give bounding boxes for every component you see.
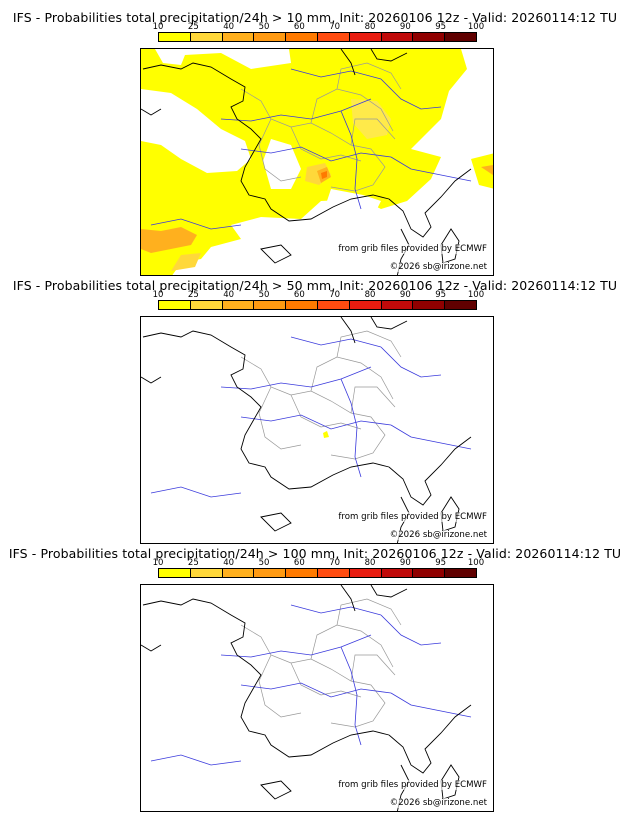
borders: [240, 62, 402, 192]
colorbar-tick-label: 90: [399, 558, 411, 568]
colorbar-segment: [159, 33, 191, 41]
borders: [240, 330, 402, 460]
colorbar-segment: [413, 569, 446, 577]
map-panel-10mm: IFS - Probabilities total precipitation/…: [0, 10, 630, 280]
precipitation-map: from grib files provided by ECMWF ©2026 …: [140, 584, 494, 812]
colorbar-segment: [190, 33, 223, 41]
colorbar-tick-label: 40: [223, 290, 235, 300]
credit-source: from grib files provided by ECMWF: [338, 244, 487, 254]
colorbar-segment: [413, 33, 446, 41]
precipitation-overlay: [141, 49, 493, 275]
colorbar-tick-label: 80: [364, 558, 376, 568]
colorbar-segment: [286, 301, 318, 309]
colorbar-segment: [190, 301, 223, 309]
colorbar-segment: [254, 301, 287, 309]
precipitation-map: from grib files provided by ECMWF ©2026 …: [140, 316, 494, 544]
rivers: [150, 68, 472, 230]
map-panel-100mm: IFS - Probabilities total precipitation/…: [0, 546, 630, 816]
colorbar-segment: [222, 569, 255, 577]
colorbar-tick-label: 95: [435, 558, 447, 568]
colorbar: [158, 300, 477, 310]
colorbar-tick-label: 90: [399, 22, 411, 32]
credit-copyright: ©2026 sb@irizone.net: [389, 798, 487, 808]
precipitation-overlay: [323, 431, 329, 438]
panel-title: IFS - Probabilities total precipitation/…: [12, 10, 618, 25]
panel-title: IFS - Probabilities total precipitation/…: [8, 546, 622, 561]
precipitation-map: from grib files provided by ECMWF ©2026 …: [140, 48, 494, 276]
colorbar-tick-label: 50: [258, 558, 270, 568]
colorbar-segment: [159, 569, 191, 577]
colorbar-tick-label: 50: [258, 22, 270, 32]
colorbar-tick-label: 40: [223, 22, 235, 32]
colorbar-tick-label: 80: [364, 22, 376, 32]
map-svg: [141, 49, 493, 275]
colorbar-segment: [159, 301, 191, 309]
rivers: [150, 604, 472, 766]
credit-source: from grib files provided by ECMWF: [338, 512, 487, 522]
colorbar-tick-label: 90: [399, 290, 411, 300]
borders: [240, 598, 402, 728]
colorbar-labels: 10 25 40 50 60 70 80 90 95 100: [153, 290, 485, 300]
map-svg: [141, 585, 472, 811]
colorbar-segment: [349, 569, 382, 577]
colorbar-segment: [317, 569, 350, 577]
colorbar-tick-label: 25: [187, 558, 199, 568]
colorbar-segment: [254, 569, 287, 577]
colorbar-segment: [286, 569, 318, 577]
credit-copyright: ©2026 sb@irizone.net: [389, 530, 487, 540]
colorbar-tick-label: 80: [364, 290, 376, 300]
colorbar-segment: [254, 33, 287, 41]
colorbar: [158, 32, 477, 42]
coastline: [141, 585, 472, 811]
colorbar-segment: [317, 301, 350, 309]
colorbar-tick-label: 100: [467, 290, 485, 300]
colorbar-tick-label: 25: [187, 22, 199, 32]
rivers: [150, 336, 472, 498]
colorbar-labels: 10 25 40 50 60 70 80 90 95 100: [153, 558, 485, 568]
colorbar-segment: [349, 33, 382, 41]
colorbar-tick-label: 60: [293, 290, 305, 300]
colorbar-segment: [222, 33, 255, 41]
credit-source: from grib files provided by ECMWF: [338, 780, 487, 790]
colorbar-segment: [381, 569, 414, 577]
colorbar-tick-label: 10: [152, 558, 164, 568]
colorbar-segment: [413, 301, 446, 309]
colorbar-tick-label: 60: [293, 22, 305, 32]
colorbar-tick-label: 70: [329, 22, 341, 32]
colorbar-segment: [381, 33, 414, 41]
colorbar-tick-label: 60: [293, 558, 305, 568]
credit-copyright: ©2026 sb@irizone.net: [389, 262, 487, 272]
colorbar-segment: [445, 301, 476, 309]
colorbar-segment: [381, 301, 414, 309]
colorbar-tick-label: 10: [152, 290, 164, 300]
colorbar-labels: 10 25 40 50 60 70 80 90 95 100: [153, 22, 485, 32]
colorbar-segment: [349, 301, 382, 309]
colorbar-segment: [190, 569, 223, 577]
colorbar-tick-label: 50: [258, 290, 270, 300]
colorbar-segment: [445, 33, 476, 41]
map-svg: [141, 317, 472, 543]
colorbar-tick-label: 25: [187, 290, 199, 300]
colorbar-tick-label: 95: [435, 22, 447, 32]
colorbar-segment: [286, 33, 318, 41]
colorbar: [158, 568, 477, 578]
colorbar-segment: [445, 569, 476, 577]
panel-title: IFS - Probabilities total precipitation/…: [12, 278, 618, 293]
colorbar-segment: [222, 301, 255, 309]
colorbar-tick-label: 40: [223, 558, 235, 568]
map-panel-50mm: IFS - Probabilities total precipitation/…: [0, 278, 630, 548]
colorbar-tick-label: 95: [435, 290, 447, 300]
colorbar-tick-label: 70: [329, 290, 341, 300]
coastline: [141, 317, 472, 543]
colorbar-tick-label: 70: [329, 558, 341, 568]
colorbar-tick-label: 100: [467, 558, 485, 568]
colorbar-tick-label: 100: [467, 22, 485, 32]
colorbar-segment: [317, 33, 350, 41]
colorbar-tick-label: 10: [152, 22, 164, 32]
